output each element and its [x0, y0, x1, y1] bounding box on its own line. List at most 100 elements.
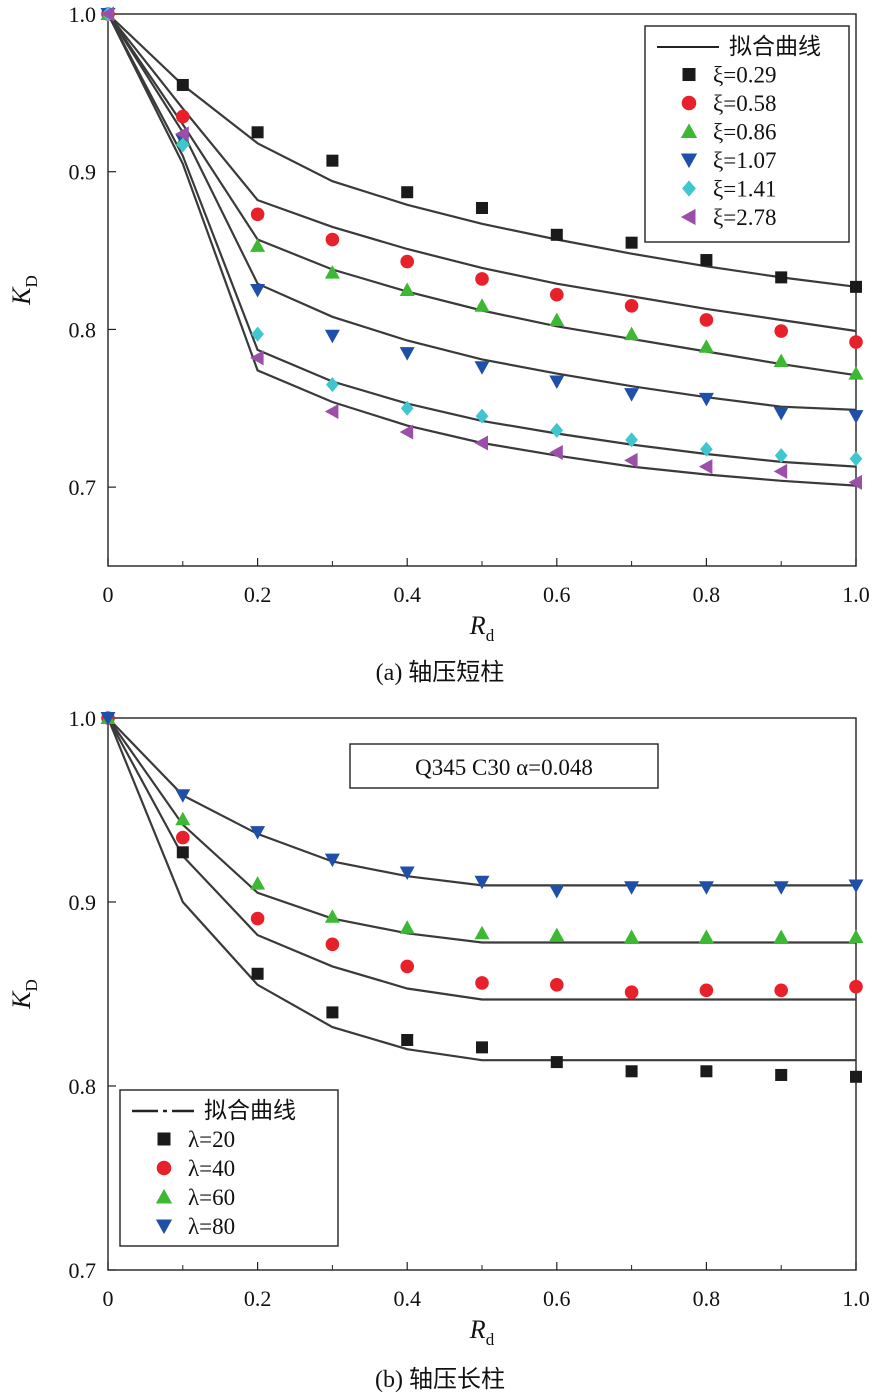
x-tick-label: 0.4 [393, 582, 421, 607]
fit-curve [107, 717, 856, 944]
data-point [774, 983, 788, 998]
data-point [251, 126, 264, 139]
legend-item-label: λ=80 [188, 1214, 235, 1239]
data-point [774, 448, 788, 464]
y-axis-label-sub: D [22, 979, 41, 991]
data-point [699, 313, 714, 327]
data-point [549, 927, 565, 942]
data-point [250, 826, 266, 840]
data-point [848, 879, 864, 893]
data-point [698, 392, 714, 407]
data-point [849, 451, 863, 467]
data-point [176, 109, 190, 124]
x-tick-label: 0.2 [244, 1286, 272, 1311]
data-point [176, 830, 190, 845]
x-axis-label: Rd [469, 1315, 495, 1349]
data-point [250, 284, 266, 298]
fit-curve [107, 717, 856, 887]
x-tick-label: 0.8 [693, 582, 721, 607]
data-point [773, 881, 789, 895]
legend-fit-label: 拟合曲线 [204, 1098, 296, 1123]
data-point [399, 866, 415, 881]
data-point [476, 201, 488, 214]
data-point [624, 326, 640, 341]
x-axis-label: Rd [469, 611, 495, 645]
x-axis-label-main: R [469, 611, 486, 640]
legend-fit-label: 拟合曲线 [729, 34, 821, 59]
data-point [698, 339, 714, 353]
data-point [250, 207, 265, 222]
legend-marker [155, 1219, 173, 1235]
y-tick-label: 0.9 [69, 160, 97, 185]
legend-item-label: λ=40 [188, 1156, 235, 1181]
x-axis-label-sub: d [486, 626, 495, 645]
data-point [700, 441, 713, 457]
panel-a-short-column: 0 0.2 0.4 0.6 0.8 1.0 0.7 0.8 0.9 1.0 Rd KD (a) 轴压短柱… [7, 2, 870, 686]
data-point [100, 6, 114, 22]
data-point [848, 474, 862, 490]
data-point [700, 254, 713, 267]
data-point [700, 1065, 713, 1078]
data-point [474, 361, 490, 375]
data-point [549, 312, 565, 326]
legend-marker [680, 153, 698, 169]
data-point [176, 846, 189, 859]
legend-marker [681, 95, 697, 111]
data-point [549, 375, 565, 389]
legend-marker [156, 1160, 172, 1176]
data-point [250, 238, 266, 252]
fit-curve [107, 13, 857, 333]
data-point [324, 403, 339, 419]
y-tick-label: 0.8 [69, 317, 97, 342]
data-point [549, 884, 565, 899]
data-point [326, 154, 339, 167]
legend-item-label: ξ=1.07 [713, 148, 776, 173]
data-point [848, 410, 864, 424]
x-tick-label: 0 [103, 1286, 114, 1311]
data-point [176, 137, 190, 153]
data-point [698, 881, 714, 895]
x-tick-label: 0.2 [244, 582, 272, 607]
data-point [850, 280, 862, 293]
data-point [773, 463, 788, 479]
data-point [624, 298, 639, 313]
data-point [100, 712, 116, 726]
annotation-box [349, 743, 659, 789]
x-axis-label-sub: d [486, 1330, 495, 1349]
data-point [250, 350, 264, 366]
fit-curve [106, 717, 856, 1062]
data-point [251, 326, 264, 342]
y-tick-label: 0.8 [69, 1074, 97, 1099]
data-point [624, 929, 640, 943]
data-point [400, 254, 415, 269]
y-tick-label: 0.7 [69, 1258, 97, 1283]
data-point [476, 1041, 488, 1054]
legend-item-label: ξ=2.78 [713, 205, 776, 230]
data-point [250, 911, 265, 926]
panel-b-long-column: 0 0.2 0.4 0.6 0.8 1.0 0.7 0.8 0.9 1.0 Rd KD (b) 轴压长柱… [7, 706, 870, 1393]
data-point [399, 424, 414, 440]
data-point [775, 271, 788, 284]
x-axis-label-main: R [469, 1315, 486, 1344]
data-point [399, 347, 415, 361]
data-point [848, 366, 864, 380]
y-tick-label: 1.0 [69, 2, 97, 27]
data-point [773, 353, 789, 367]
fit-curve [107, 717, 856, 1001]
data-point [849, 335, 863, 349]
panel-caption: (a) 轴压短柱 [376, 659, 505, 686]
data-point [699, 983, 714, 998]
data-point [324, 853, 340, 868]
y-tick-label: 0.7 [69, 475, 97, 500]
data-point [550, 1056, 563, 1069]
data-point [773, 407, 789, 421]
data-point [401, 186, 414, 199]
data-point [475, 272, 489, 286]
x-tick-label: 1.0 [842, 1286, 870, 1311]
data-point [550, 978, 564, 992]
legend-marker [680, 208, 696, 226]
y-axis-label-main: K [7, 990, 36, 1010]
y-axis-label: KD [7, 979, 41, 1010]
legend-item-label: λ=60 [188, 1185, 235, 1210]
legend-marker [155, 1188, 173, 1204]
